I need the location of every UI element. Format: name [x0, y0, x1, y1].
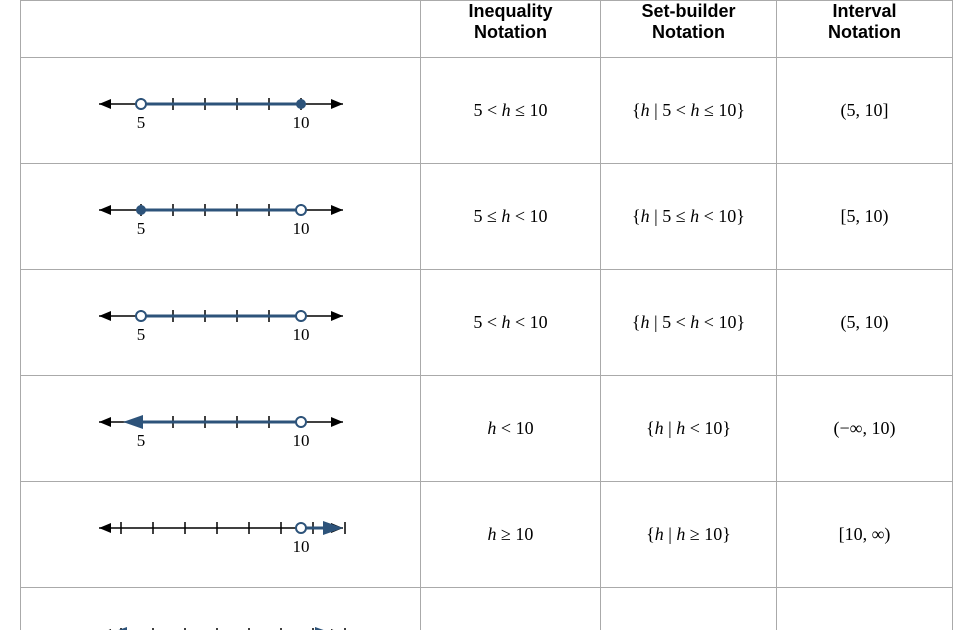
numberline-cell: 5 10: [21, 376, 421, 482]
table-row: 5 10 h < 10{h | h < 10}(−∞, 10): [21, 376, 953, 482]
setbuilder-cell: ℝ: [601, 588, 777, 630]
setbuilder-cell: {h | 5 ≤ h < 10}: [601, 164, 777, 270]
svg-text:10: 10: [292, 113, 309, 132]
interval-cell: [10, ∞): [777, 482, 953, 588]
inequality-cell: All real numbers: [421, 588, 601, 630]
svg-text:5: 5: [136, 113, 145, 132]
setbuilder-cell: {h | h ≥ 10}: [601, 482, 777, 588]
numberline-cell: 5 10: [21, 58, 421, 164]
interval-cell: (−∞, ∞): [777, 588, 953, 630]
table-row: 5 10 5 < h ≤ 10{h | 5 < h ≤ 10}(5, 10]: [21, 58, 953, 164]
inequality-cell: 5 ≤ h < 10: [421, 164, 601, 270]
interval-cell: (5, 10): [777, 270, 953, 376]
svg-text:10: 10: [292, 431, 309, 450]
interval-cell: (−∞, 10): [777, 376, 953, 482]
table-row: All real numbersℝ(−∞, ∞): [21, 588, 953, 630]
svg-text:5: 5: [136, 219, 145, 238]
header-setbuilder: Set-builderNotation: [601, 1, 777, 58]
inequality-cell: h ≥ 10: [421, 482, 601, 588]
notation-table: InequalityNotation Set-builderNotation I…: [20, 0, 953, 630]
svg-text:10: 10: [292, 325, 309, 344]
header-numberline: [21, 1, 421, 58]
inequality-cell: h < 10: [421, 376, 601, 482]
svg-text:5: 5: [136, 325, 145, 344]
setbuilder-cell: {h | h < 10}: [601, 376, 777, 482]
setbuilder-cell: {h | 5 < h ≤ 10}: [601, 58, 777, 164]
table-row: 5 10 5 < h < 10{h | 5 < h < 10}(5, 10): [21, 270, 953, 376]
svg-text:10: 10: [292, 219, 309, 238]
header-inequality: InequalityNotation: [421, 1, 601, 58]
svg-text:10: 10: [292, 537, 309, 556]
numberline-cell: 5 10: [21, 270, 421, 376]
numberline-cell: 5 10: [21, 164, 421, 270]
numberline-cell: 10: [21, 482, 421, 588]
setbuilder-cell: {h | 5 < h < 10}: [601, 270, 777, 376]
header-interval: IntervalNotation: [777, 1, 953, 58]
numberline-cell: [21, 588, 421, 630]
interval-cell: (5, 10]: [777, 58, 953, 164]
table-row: 10 h ≥ 10{h | h ≥ 10}[10, ∞): [21, 482, 953, 588]
interval-cell: [5, 10): [777, 164, 953, 270]
header-row: InequalityNotation Set-builderNotation I…: [21, 1, 953, 58]
inequality-cell: 5 < h ≤ 10: [421, 58, 601, 164]
svg-text:5: 5: [136, 431, 145, 450]
table-row: 5 10 5 ≤ h < 10{h | 5 ≤ h < 10}[5, 10): [21, 164, 953, 270]
inequality-cell: 5 < h < 10: [421, 270, 601, 376]
